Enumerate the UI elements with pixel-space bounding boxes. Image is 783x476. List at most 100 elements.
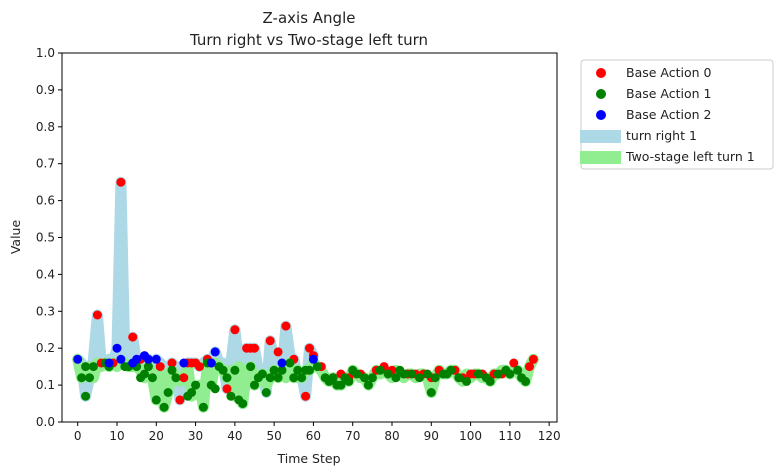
point-base-action-2 — [206, 358, 216, 368]
point-base-action-1 — [485, 376, 495, 386]
point-base-action-0 — [528, 354, 538, 364]
y-axis-label: Value — [8, 220, 23, 255]
point-base-action-1 — [352, 369, 362, 379]
chart-title-line1: Z-axis Angle — [263, 9, 356, 27]
legend-marker-base-action-0 — [596, 68, 606, 78]
point-base-action-0 — [525, 362, 534, 372]
point-base-action-1 — [493, 369, 503, 379]
y-tick-label: 0.9 — [36, 83, 55, 97]
point-base-action-1 — [143, 362, 153, 372]
point-base-action-1 — [336, 380, 346, 390]
x-tick-label: 20 — [149, 429, 164, 443]
point-base-action-1 — [81, 391, 91, 401]
point-base-action-0 — [155, 362, 165, 372]
point-base-action-1 — [513, 365, 523, 375]
point-base-action-1 — [222, 373, 232, 383]
x-tick-label: 120 — [538, 429, 561, 443]
y-tick-label: 0.7 — [36, 157, 55, 171]
point-base-action-1 — [265, 373, 275, 383]
point-base-action-2 — [151, 354, 161, 364]
legend-label-base-action-0: Base Action 0 — [626, 65, 712, 80]
point-base-action-0 — [301, 391, 311, 401]
point-base-action-1 — [159, 402, 169, 412]
point-base-action-0 — [509, 358, 519, 368]
point-base-action-1 — [187, 388, 197, 397]
point-base-action-1 — [391, 373, 401, 383]
point-base-action-2 — [179, 358, 189, 368]
point-base-action-1 — [297, 373, 307, 383]
point-base-action-1 — [163, 388, 173, 397]
point-base-action-1 — [88, 362, 98, 372]
point-base-action-1 — [246, 362, 256, 372]
point-base-action-1 — [81, 362, 91, 372]
point-base-action-2 — [104, 358, 114, 368]
point-base-action-2 — [132, 354, 142, 364]
point-base-action-1 — [198, 402, 208, 412]
point-base-action-1 — [147, 373, 157, 383]
legend-label-base-action-2: Base Action 2 — [626, 107, 712, 122]
point-base-action-1 — [171, 373, 181, 383]
point-base-action-2 — [116, 354, 126, 364]
point-base-action-1 — [367, 373, 377, 383]
legend-label-base-action-1: Base Action 1 — [626, 86, 712, 101]
y-tick-label: 0.6 — [36, 194, 55, 208]
point-base-action-0 — [195, 362, 204, 372]
point-base-action-1 — [312, 362, 322, 372]
point-base-action-1 — [210, 384, 220, 394]
point-base-action-1 — [305, 365, 314, 375]
point-base-action-0 — [92, 310, 102, 320]
legend: Base Action 0 Base Action 1 Base Action 2 t… — [580, 59, 774, 170]
point-base-action-2 — [112, 343, 122, 353]
point-base-action-1 — [454, 373, 464, 383]
y-axis: 0.0 0.1 0.2 0.3 0.4 0.5 0.6 0.7 0.8 0.9 1.0 — [36, 46, 62, 429]
point-base-action-2 — [143, 354, 153, 364]
point-base-action-1 — [407, 369, 417, 379]
point-base-action-1 — [505, 369, 515, 379]
point-base-action-1 — [344, 376, 354, 386]
chart-title-line2: Turn right vs Two-stage left turn — [189, 31, 428, 49]
plot-area — [61, 52, 558, 423]
point-base-action-1 — [289, 373, 299, 383]
x-axis: 0 10 20 30 40 50 60 70 80 90 100 110 120 — [74, 422, 561, 443]
y-tick-label: 0.0 — [36, 415, 55, 429]
point-base-action-1 — [85, 373, 94, 383]
point-base-action-0 — [305, 343, 314, 353]
x-axis-label: Time Step — [276, 451, 340, 466]
point-base-action-0 — [281, 321, 291, 331]
point-base-action-1 — [422, 369, 432, 379]
legend-swatch-band-1 — [580, 151, 621, 164]
legend-marker-base-action-1 — [596, 89, 606, 99]
x-tick-label: 100 — [459, 429, 482, 443]
y-tick-label: 0.5 — [36, 231, 55, 245]
x-tick-label: 110 — [498, 429, 521, 443]
x-tick-label: 40 — [227, 429, 242, 443]
point-base-action-0 — [265, 336, 275, 346]
legend-items: Base Action 0 Base Action 1 Base Action 2 t… — [580, 65, 755, 164]
x-tick-label: 0 — [74, 429, 82, 443]
y-tick-label: 0.3 — [36, 304, 55, 318]
legend-label-band-1: Two-stage left turn 1 — [625, 149, 755, 164]
point-base-action-0 — [222, 384, 232, 394]
point-base-action-1 — [446, 365, 456, 375]
legend-frame — [580, 59, 774, 170]
point-base-action-2 — [277, 358, 287, 368]
points-layer — [73, 177, 538, 412]
point-base-action-1 — [77, 373, 87, 383]
x-tick-label: 90 — [424, 429, 439, 443]
point-base-action-1 — [426, 388, 436, 397]
point-base-action-1 — [273, 373, 283, 383]
point-base-action-0 — [116, 177, 126, 187]
point-base-action-1 — [415, 373, 424, 383]
point-base-action-1 — [521, 376, 531, 386]
point-base-action-1 — [375, 365, 385, 375]
x-tick-label: 70 — [345, 429, 360, 443]
point-base-action-1 — [399, 369, 409, 379]
point-base-action-1 — [261, 388, 271, 397]
y-tick-label: 0.4 — [36, 267, 55, 281]
legend-label-band-0: turn right 1 — [626, 128, 697, 143]
point-base-action-1 — [140, 369, 149, 379]
point-base-action-1 — [151, 395, 161, 405]
point-base-action-1 — [230, 365, 240, 375]
x-tick-label: 10 — [109, 429, 124, 443]
